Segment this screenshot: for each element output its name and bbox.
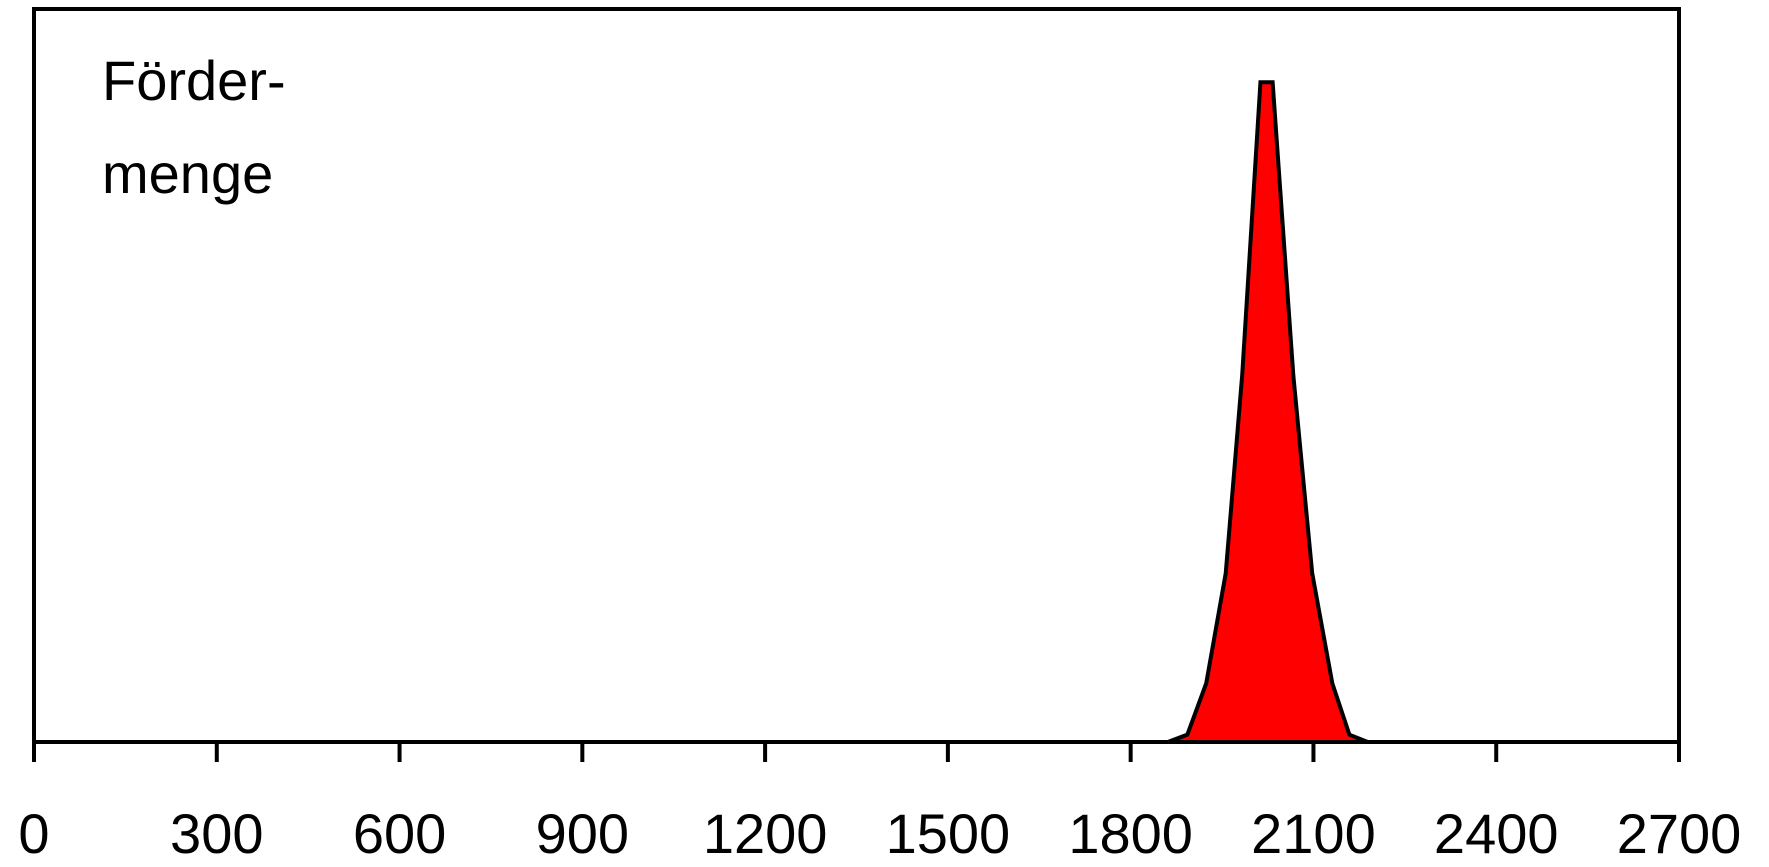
x-tick-label: 1500 (886, 802, 1011, 865)
x-tick-label: 300 (170, 802, 263, 865)
x-tick-label: 600 (353, 802, 446, 865)
x-tick-label: 2100 (1251, 802, 1376, 865)
plot-frame (32, 7, 1681, 744)
x-tick-label: 2700 (1617, 802, 1742, 865)
annotation: menge (102, 142, 273, 205)
x-tick-label: 0 (18, 802, 49, 865)
x-tick-label: 1200 (703, 802, 828, 865)
area (1167, 80, 1369, 744)
annotation: Förder- (102, 49, 286, 112)
x-tick-label: 1800 (1068, 802, 1193, 865)
x-tick-label: 900 (536, 802, 629, 865)
x-tick-label: 2400 (1434, 802, 1559, 865)
